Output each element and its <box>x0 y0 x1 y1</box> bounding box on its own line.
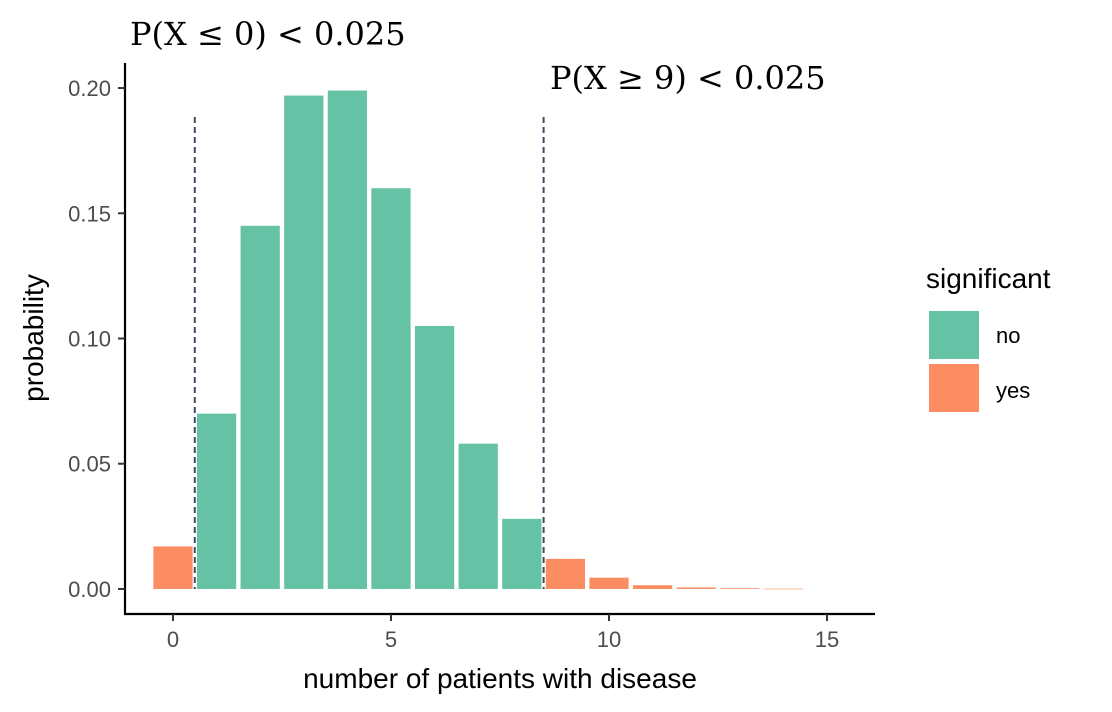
y-tick-label: 0.20 <box>68 76 111 101</box>
legend-label-yes: yes <box>996 378 1030 403</box>
bar-3 <box>284 95 324 589</box>
x-tick-label: 15 <box>815 627 839 652</box>
y-tick-label: 0.00 <box>68 577 111 602</box>
bar-10 <box>589 577 629 589</box>
bar-13 <box>720 588 760 589</box>
legend-label-no: no <box>996 323 1020 348</box>
left-tail-annotation: P(X ≤ 0) < 0.025 <box>130 15 406 53</box>
reference-lines-layer <box>193 117 545 589</box>
y-tick-label: 0.10 <box>68 327 111 352</box>
bar-6 <box>414 325 455 589</box>
x-tick-label: 5 <box>385 627 397 652</box>
bar-7 <box>458 443 498 589</box>
bar-8 <box>502 518 542 589</box>
bar-0 <box>153 546 193 589</box>
bars-layer <box>153 90 804 590</box>
bar-5 <box>371 188 411 589</box>
bar-11 <box>632 585 673 589</box>
y-axis-title: probability <box>18 274 49 402</box>
bar-9 <box>545 558 586 589</box>
bar-14 <box>763 588 804 590</box>
x-axis-title: number of patients with disease <box>303 663 697 694</box>
legend-swatch-yes <box>929 364 979 412</box>
y-tick-label: 0.05 <box>68 452 111 477</box>
y-tick-label: 0.15 <box>68 201 111 226</box>
x-ticks: 0 5 10 15 <box>167 614 839 652</box>
right-tail-annotation: P(X ≥ 9) < 0.025 <box>550 59 826 97</box>
y-ticks: 0.00 0.05 0.10 0.15 0.20 <box>68 76 125 602</box>
x-tick-label: 0 <box>167 627 179 652</box>
bar-12 <box>676 587 716 589</box>
bar-1 <box>196 413 237 589</box>
x-tick-label: 10 <box>597 627 621 652</box>
legend-title: significant <box>926 263 1051 294</box>
legend-swatch-no <box>929 311 979 359</box>
bar-4 <box>327 90 368 589</box>
legend: significant no yes <box>926 263 1051 412</box>
bar-2 <box>240 225 280 589</box>
